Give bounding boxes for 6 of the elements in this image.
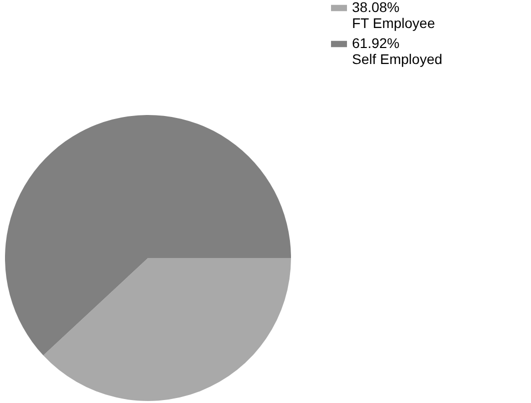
legend-label: FT Employee: [352, 15, 436, 31]
pie-slice: [43, 258, 291, 401]
data-label: 61.92%: [352, 35, 400, 51]
pie-slice: [5, 115, 291, 356]
data-label: 38.08%: [352, 0, 400, 15]
legend-label: Self Employed: [352, 51, 442, 67]
